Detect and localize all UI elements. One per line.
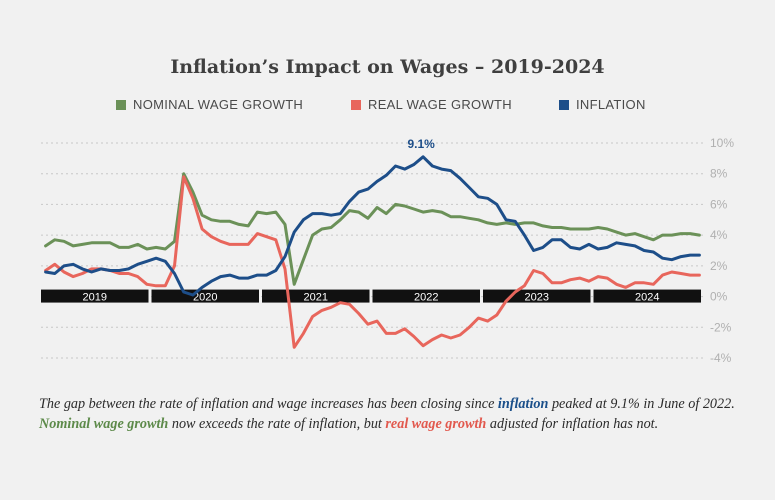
legend-label-real: REAL WAGE GROWTH <box>368 97 512 112</box>
year-label-2022: 2022 <box>414 292 438 304</box>
caption-keyword-inflation: inflation <box>497 396 549 412</box>
year-label-2021: 2021 <box>304 292 328 304</box>
year-band-2020 <box>151 289 259 303</box>
y-tick-label: 8% <box>710 167 728 181</box>
caption-keyword-nominal: Nominal wage growth <box>39 416 169 432</box>
year-band-2024 <box>593 289 701 303</box>
y-tick-label: 6% <box>710 197 728 211</box>
year-label-2023: 2023 <box>525 292 549 304</box>
y-tick-label: -4% <box>710 351 732 365</box>
y-tick-label: 10% <box>710 136 734 150</box>
chart-caption: The gap between the rate of inflation an… <box>39 394 744 434</box>
legend-swatch-nominal <box>116 99 126 110</box>
legend-item-inflation: INFLATION <box>559 97 646 112</box>
legend-item-nominal: NOMINAL WAGE GROWTH <box>116 97 303 112</box>
series-line-inflation <box>44 155 701 297</box>
legend-swatch-real <box>351 99 361 110</box>
y-tick-label: 4% <box>710 228 728 242</box>
year-band-2019 <box>41 289 149 303</box>
caption-text-1: The gap between the rate of inflation an… <box>39 396 498 412</box>
legend-label-inflation: INFLATION <box>576 97 646 112</box>
y-tick-label: 2% <box>710 259 728 273</box>
caption-text-2: peaked at 9.1% in June of 2022. <box>548 396 735 412</box>
year-band-2022 <box>372 289 480 303</box>
series-line-nominal <box>44 172 701 286</box>
legend: NOMINAL WAGE GROWTH REAL WAGE GROWTH INF… <box>0 97 775 117</box>
y-tick-label: 0% <box>710 290 728 304</box>
chart-title: Inflation’s Impact on Wages – 2019-2024 <box>170 56 605 78</box>
y-tick-label: -2% <box>710 320 732 334</box>
caption-text-3: now exceeds the rate of inflation, but <box>168 416 386 432</box>
legend-swatch-inflation <box>559 99 569 110</box>
legend-item-real: REAL WAGE GROWTH <box>351 97 512 112</box>
year-label-2024: 2024 <box>635 292 659 304</box>
year-label-2020: 2020 <box>193 292 217 304</box>
series-line-real <box>44 175 701 349</box>
caption-keyword-real: real wage growth <box>385 416 487 432</box>
year-label-2019: 2019 <box>83 292 107 304</box>
peak-annotation: 9.1% <box>407 137 435 151</box>
caption-text-4: adjusted for inflation has not. <box>486 416 659 432</box>
legend-label-nominal: NOMINAL WAGE GROWTH <box>133 97 304 112</box>
